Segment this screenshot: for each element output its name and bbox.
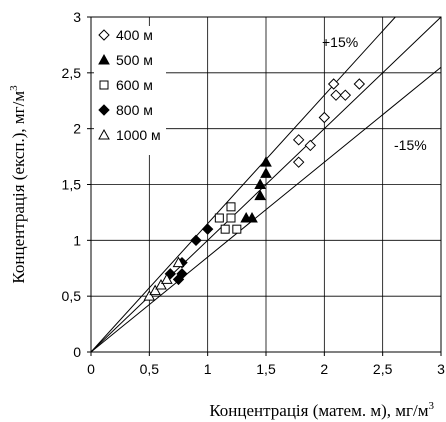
data-point bbox=[260, 156, 272, 167]
data-point bbox=[246, 211, 258, 223]
x-tick-label: 1,5 bbox=[256, 361, 276, 377]
legend-label: 400 м bbox=[116, 27, 153, 43]
y-tick-label: 1,5 bbox=[62, 177, 82, 193]
data-point bbox=[220, 224, 230, 234]
x-tick-label: 1 bbox=[204, 361, 212, 377]
data-point bbox=[99, 80, 109, 90]
x-tick-label: 2 bbox=[320, 361, 328, 377]
x-tick-label: 2,5 bbox=[373, 361, 393, 377]
data-point bbox=[98, 53, 110, 65]
data-point bbox=[292, 134, 305, 146]
data-point bbox=[160, 273, 173, 284]
data-point bbox=[327, 78, 340, 90]
y-tick-label: 1 bbox=[73, 232, 81, 248]
data-point bbox=[190, 234, 202, 247]
legend: 400 м 500 м 600 м 800 м 1000 м bbox=[94, 26, 166, 155]
plus15-label: +15% bbox=[322, 34, 358, 50]
y-axis-title: Концентрація (експ.), мг/м3 bbox=[8, 85, 28, 284]
y-tick-label: 0 bbox=[73, 344, 81, 360]
minus15-label: -15% bbox=[394, 137, 427, 153]
x-tick-label: 3 bbox=[437, 361, 445, 377]
data-point bbox=[176, 268, 188, 280]
data-point bbox=[353, 78, 366, 90]
data-point bbox=[226, 213, 236, 223]
data-point bbox=[254, 178, 267, 189]
y-tick-label: 2,5 bbox=[62, 65, 82, 81]
data-point bbox=[254, 189, 267, 201]
data-point bbox=[201, 223, 214, 235]
legend-label: 800 м bbox=[116, 102, 153, 118]
legend-label: 1000 м bbox=[116, 127, 161, 143]
legend-label: 600 м bbox=[116, 77, 153, 93]
data-point bbox=[149, 284, 162, 296]
data-point bbox=[155, 278, 167, 290]
x-axis-title: Концентрація (матем. м), мг/м3 bbox=[209, 400, 434, 420]
data-point bbox=[98, 29, 110, 41]
data-point bbox=[226, 202, 236, 212]
data-point bbox=[172, 256, 185, 268]
x-tick-label: 0 bbox=[87, 361, 95, 377]
data-points bbox=[143, 78, 366, 301]
axis-ticks: 0 0,5 1 1,5 2 2,5 3 0 0,5 1 1,5 2 2,5 3 bbox=[62, 9, 446, 377]
x-tick-label: 0,5 bbox=[140, 361, 160, 377]
data-point bbox=[98, 104, 110, 116]
data-point bbox=[339, 89, 352, 101]
reference-line bbox=[90, 66, 442, 353]
data-point bbox=[292, 156, 305, 168]
data-point bbox=[214, 213, 224, 223]
data-point bbox=[304, 139, 317, 152]
y-tick-label: 0,5 bbox=[62, 288, 82, 304]
data-point bbox=[143, 290, 156, 301]
data-point bbox=[232, 224, 242, 234]
data-point bbox=[260, 167, 272, 178]
y-tick-label: 3 bbox=[73, 9, 81, 25]
reference-line-labels: +15% -15% bbox=[322, 34, 427, 153]
y-tick-label: 2 bbox=[73, 121, 81, 137]
data-point bbox=[98, 128, 110, 140]
reference-line bbox=[90, 16, 396, 353]
data-point bbox=[330, 89, 342, 101]
data-point bbox=[318, 111, 331, 124]
legend-label: 500 м bbox=[116, 52, 153, 68]
